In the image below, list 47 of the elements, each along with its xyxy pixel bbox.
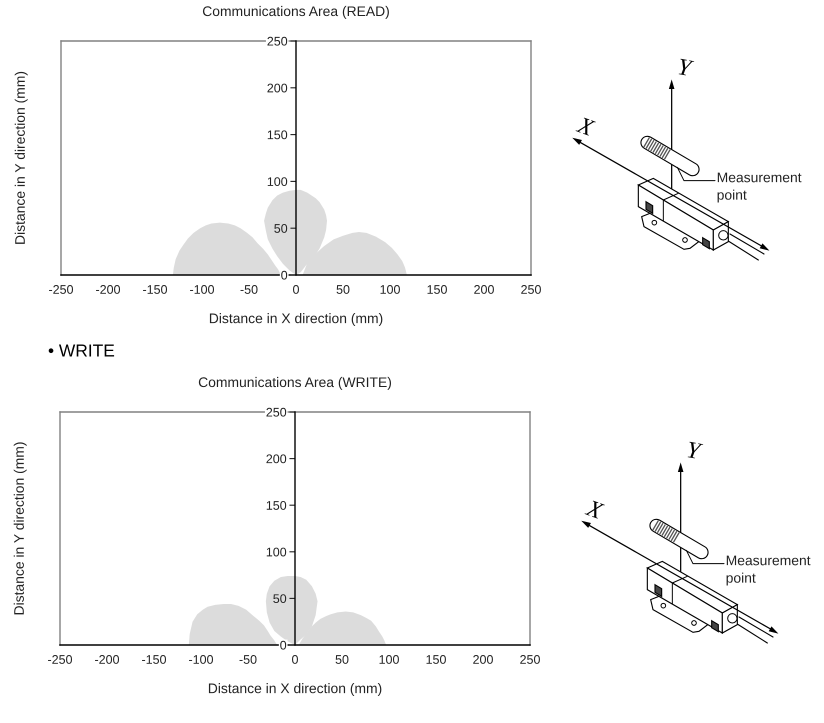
x-tick-label: 200 [474,285,494,294]
x-tick-label: 250 [520,655,540,664]
x-tick-label: -150 [143,285,168,294]
y-tick-label: 200 [266,454,286,464]
x-axis-title: Distance in X direction (mm) [208,683,382,696]
x-tick-label: -250 [49,285,74,294]
x-tick-label: 0 [293,285,299,294]
y-tick-label: 50 [274,224,288,233]
text: Measurement point [726,556,810,586]
x-tick-label: 50 [336,655,348,664]
x-tick-label: 150 [426,655,446,664]
x-tick-label: -100 [189,655,214,664]
y-tick-label: 200 [267,84,288,92]
text: X [576,116,596,136]
chart-title: Communications Area (WRITE) [198,376,392,390]
x-axis-title: Distance in X direction (mm) [210,313,382,326]
text: • WRITE [48,344,114,356]
x-tick-label: -250 [48,655,72,664]
y-tick-label: 250 [266,408,286,417]
y-tick-label: 100 [266,548,286,556]
y-tick-label: 100 [268,177,288,186]
x-tick-label: 0 [292,655,298,664]
x-tick-label: 50 [336,285,350,294]
y-tick-label: 0 [281,270,288,280]
x-tick-label: -50 [240,655,257,664]
x-tick-label: -150 [142,655,166,664]
y-tick-label: 50 [273,594,286,604]
y-tick-label: 150 [268,130,288,140]
x-tick-label: -200 [96,285,120,294]
text: Measurement point [718,172,802,203]
x-tick-label: 200 [473,655,493,664]
x-tick-label: 100 [380,655,399,664]
y-axis-title: Distance in Y direction (mm) [14,442,27,614]
x-tick-label: -50 [240,285,258,294]
text: Y [678,58,694,76]
y-tick-label: 250 [267,36,288,46]
x-tick-label: 100 [380,285,400,294]
x-tick-label: 150 [428,285,447,294]
text: X [584,499,605,520]
y-tick-label: 150 [266,501,286,510]
chart-title: Communications Area (READ) [202,6,389,19]
x-tick-label: -100 [190,285,214,294]
text: Y [686,442,704,460]
y-tick-label: 0 [280,640,286,650]
y-axis-title: Distance in Y direction (mm) [14,72,28,244]
x-tick-label: -200 [95,655,120,664]
x-tick-label: 250 [521,285,541,294]
